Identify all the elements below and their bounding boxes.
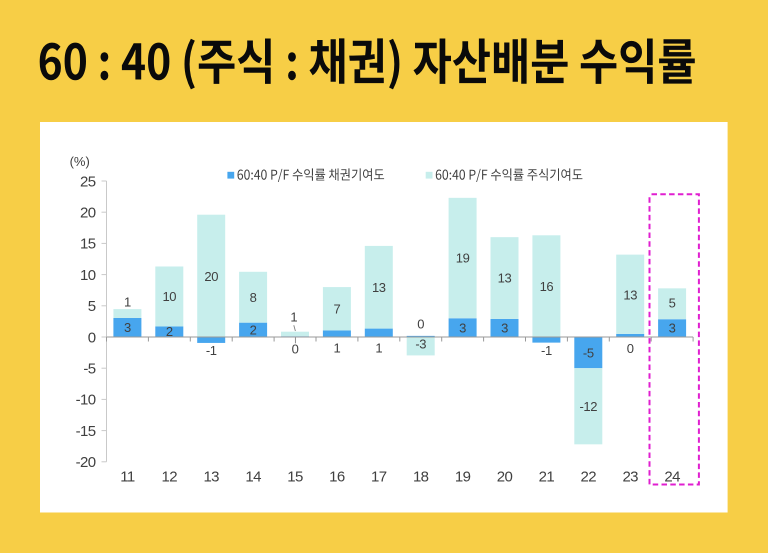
svg-text:1: 1 [124, 295, 131, 310]
svg-text:19: 19 [455, 468, 471, 485]
svg-text:13: 13 [372, 280, 386, 295]
svg-text:3: 3 [501, 321, 508, 336]
svg-text:5: 5 [88, 298, 96, 315]
svg-text:15: 15 [287, 468, 303, 485]
svg-text:-15: -15 [76, 423, 96, 440]
svg-text:-5: -5 [83, 361, 95, 378]
svg-text:-12: -12 [580, 399, 598, 414]
svg-text:13: 13 [498, 271, 512, 286]
svg-text:13: 13 [623, 287, 637, 302]
svg-text:0: 0 [88, 329, 96, 346]
svg-text:-3: -3 [415, 337, 426, 352]
svg-text:14: 14 [245, 468, 261, 485]
svg-text:13: 13 [203, 468, 219, 485]
svg-text:12: 12 [162, 468, 178, 485]
svg-text:2: 2 [250, 323, 257, 338]
svg-text:0: 0 [627, 341, 634, 356]
svg-text:23: 23 [622, 468, 638, 485]
svg-text:19: 19 [456, 251, 470, 266]
svg-text:10: 10 [80, 267, 96, 284]
svg-text:20: 20 [204, 269, 218, 284]
svg-text:-20: -20 [76, 454, 96, 471]
svg-text:0: 0 [417, 317, 424, 332]
svg-text:10: 10 [162, 289, 176, 304]
svg-text:-1: -1 [541, 343, 552, 358]
svg-text:1: 1 [333, 341, 340, 356]
svg-text:3: 3 [669, 320, 676, 335]
svg-text:7: 7 [333, 301, 340, 316]
svg-text:20: 20 [497, 468, 513, 485]
svg-text:24: 24 [664, 468, 680, 485]
svg-text:18: 18 [413, 468, 429, 485]
svg-text:11: 11 [120, 468, 135, 485]
svg-text:-1: -1 [206, 343, 217, 358]
svg-text:21: 21 [539, 468, 555, 485]
svg-text:1: 1 [290, 310, 297, 325]
svg-text:1: 1 [375, 341, 382, 356]
svg-text:16: 16 [540, 279, 554, 294]
svg-text:3: 3 [124, 320, 131, 335]
svg-text:0: 0 [292, 342, 299, 357]
svg-text:-10: -10 [76, 392, 96, 409]
svg-text:(%): (%) [70, 154, 90, 169]
svg-text:3: 3 [459, 320, 466, 335]
svg-text:15: 15 [80, 236, 96, 253]
svg-text:-5: -5 [583, 345, 594, 360]
svg-text:2: 2 [166, 324, 173, 339]
svg-text:20: 20 [80, 205, 96, 222]
svg-text:5: 5 [669, 296, 676, 311]
svg-text:8: 8 [250, 290, 257, 305]
svg-text:22: 22 [581, 468, 597, 485]
svg-text:17: 17 [371, 468, 387, 485]
svg-text:25: 25 [80, 173, 96, 190]
svg-text:16: 16 [329, 468, 345, 485]
